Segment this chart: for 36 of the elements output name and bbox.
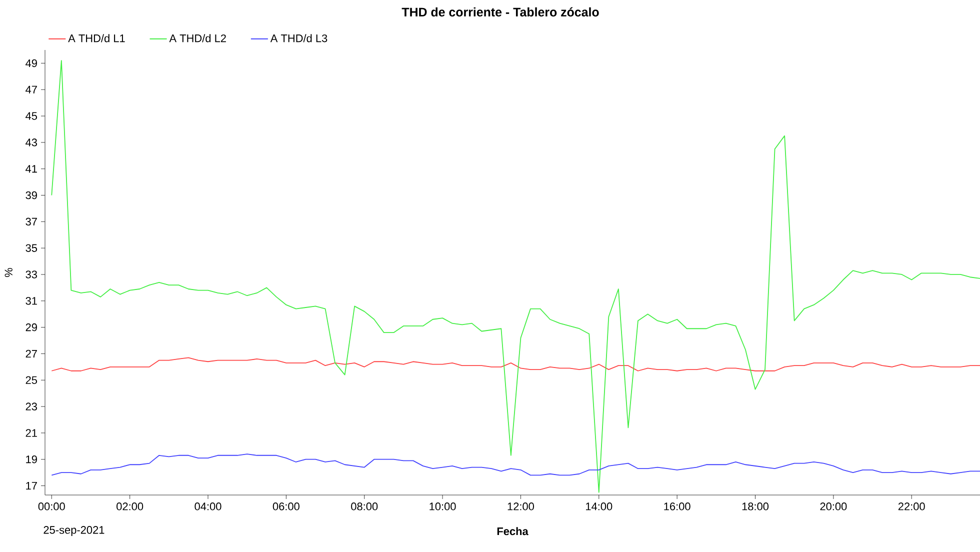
y-tick-label: 31: [26, 297, 37, 305]
y-tick-label: 35: [26, 244, 38, 252]
y-tick-label: 33: [26, 270, 37, 278]
y-tick-label: 49: [26, 59, 37, 68]
x-tick-label: 16:00: [664, 502, 690, 510]
y-tick-label: 25: [26, 376, 38, 384]
legend-label: A THD/d L3: [270, 34, 328, 42]
y-tick-label: 19: [26, 455, 37, 464]
y-tick-label: 43: [26, 138, 37, 146]
text: 25-sep-2021: [44, 526, 104, 536]
x-tick-label: 12:00: [508, 502, 534, 510]
x-tick-label: 10:00: [430, 502, 456, 510]
y-tick-label: 21: [26, 429, 37, 437]
chart-title: THD de corriente - Tablero zócalo: [402, 7, 599, 16]
x-tick-label: 20:00: [820, 502, 847, 510]
x-tick-label: 22:00: [898, 502, 925, 510]
x-tick-label: 00:00: [38, 502, 65, 510]
legend-label: A THD/d L2: [169, 34, 226, 42]
y-tick-label: 23: [26, 402, 37, 410]
x-tick-label: 04:00: [194, 502, 222, 510]
x-tick-label: 08:00: [351, 502, 378, 510]
y-axis-title: %: [4, 268, 12, 277]
y-tick-label: 27: [26, 350, 37, 358]
y-tick-label: 29: [26, 323, 37, 332]
y-tick-label: 47: [26, 86, 37, 94]
x-tick-label: 14:00: [586, 502, 612, 510]
y-tick-label: 39: [26, 191, 37, 200]
legend-label: A THD/d L1: [68, 34, 125, 42]
x-tick-label: 18:00: [742, 502, 769, 510]
y-tick-label: 17: [26, 482, 37, 490]
x-axis-title: Fecha: [497, 527, 528, 536]
y-tick-label: 41: [26, 165, 37, 173]
x-tick-label: 06:00: [272, 502, 300, 510]
y-tick-label: 37: [26, 218, 37, 226]
y-tick-label: 45: [26, 112, 38, 120]
x-tick-label: 02:00: [116, 502, 144, 510]
